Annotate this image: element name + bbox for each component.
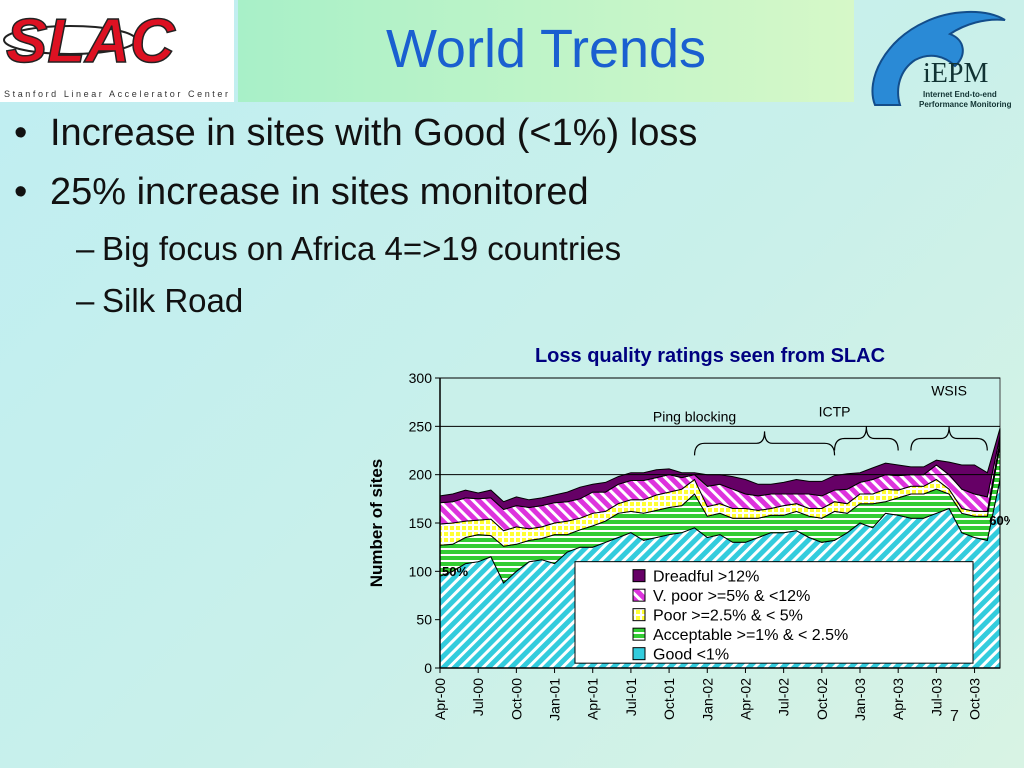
- iepm-subtitle-2: Performance Monitoring: [919, 100, 1012, 109]
- slac-logo: SLAC Stanford Linear Accelerator Center: [0, 0, 234, 102]
- x-tick-label: Apr-03: [890, 678, 906, 720]
- iepm-logo: iEPM Internet End-to-end Performance Mon…: [855, 0, 1024, 120]
- x-tick-label: Jul-03: [928, 678, 944, 716]
- subbullet-item: – Big focus on Africa 4=>19 countries: [76, 230, 622, 267]
- iepm-subtitle-1: Internet End-to-end: [923, 90, 997, 99]
- iepm-logo-text: iEPM: [923, 58, 988, 89]
- y-tick-label: 50: [416, 612, 432, 628]
- annotation-label: ICTP: [819, 404, 851, 420]
- annotation-label: 50%: [442, 564, 468, 579]
- bullet-item: • 25% increase in sites monitored: [14, 171, 589, 213]
- annotation-label: 60%: [989, 513, 1010, 528]
- legend-label: Good <1%: [653, 647, 729, 664]
- y-tick-label: 150: [409, 515, 433, 531]
- annotation-brace: [910, 426, 988, 451]
- x-tick-label: Jul-01: [623, 678, 639, 716]
- x-tick-label: Jan-02: [699, 678, 715, 721]
- series-area-4: [439, 428, 1001, 511]
- bullet-text: 25% increase in sites monitored: [50, 171, 589, 213]
- x-tick-label: Jan-01: [547, 678, 563, 721]
- title-band: World Trends: [238, 0, 854, 102]
- subbullet-text: Big focus on Africa 4=>19 countries: [102, 230, 622, 267]
- legend-label: Acceptable >=1% & < 2.5%: [653, 627, 848, 644]
- annotation-brace: [833, 426, 899, 451]
- slac-logo-subtitle: Stanford Linear Accelerator Center: [4, 89, 228, 99]
- x-tick-label: Apr-00: [432, 678, 448, 720]
- x-tick-label: Apr-01: [585, 678, 601, 720]
- x-tick-label: Oct-03: [967, 678, 983, 720]
- annotation-label: Ping blocking: [653, 409, 736, 425]
- legend-label: Poor >=2.5% & < 5%: [653, 608, 803, 625]
- x-tick-label: Oct-01: [661, 678, 677, 720]
- x-tick-label: Jul-02: [776, 678, 792, 716]
- dolphin-icon: [871, 11, 1006, 106]
- y-tick-label: 0: [424, 660, 432, 676]
- legend-swatch: [632, 647, 646, 661]
- x-tick-label: Jul-00: [470, 678, 486, 716]
- y-axis-label: Number of sites: [367, 459, 386, 587]
- loss-quality-chart: Loss quality ratings seen from SLAC Numb…: [367, 345, 1010, 721]
- chart-title: Loss quality ratings seen from SLAC: [535, 345, 885, 367]
- x-tick-label: Oct-02: [814, 678, 830, 720]
- legend-label: V. poor >=5% & <12%: [653, 588, 810, 605]
- y-tick-label: 100: [409, 563, 433, 579]
- y-tick-label: 300: [409, 370, 433, 386]
- x-tick-label: Oct-00: [508, 678, 524, 720]
- bullet-list: • Increase in sites with Good (<1%) loss …: [14, 112, 697, 334]
- plot-area: 0 50 100 150 200 250 300 Apr-00 Jul-00 Oct-00 Jan-…: [409, 370, 1010, 721]
- page-number: 7: [950, 708, 959, 725]
- x-tick-label: Jan-03: [852, 678, 868, 721]
- y-tick-label: 250: [409, 418, 433, 434]
- slac-logo-text: SLAC: [6, 7, 176, 76]
- legend-swatch: [632, 588, 646, 602]
- legend-label: Dreadful >12%: [653, 569, 759, 586]
- bullet-item: • Increase in sites with Good (<1%) loss: [14, 112, 698, 154]
- legend-swatch: [632, 608, 646, 622]
- legend-swatch: [632, 569, 646, 583]
- legend-swatch: [632, 627, 646, 641]
- y-tick-label: 200: [409, 467, 433, 483]
- subbullet-text: Silk Road: [102, 282, 244, 319]
- x-tick-label: Apr-02: [737, 678, 753, 720]
- subbullet-item: – Silk Road: [76, 282, 244, 319]
- bullet-text: Increase in sites with Good (<1%) loss: [50, 112, 698, 154]
- annotation-label: WSIS: [931, 382, 967, 398]
- slide-title: World Trends: [385, 19, 707, 79]
